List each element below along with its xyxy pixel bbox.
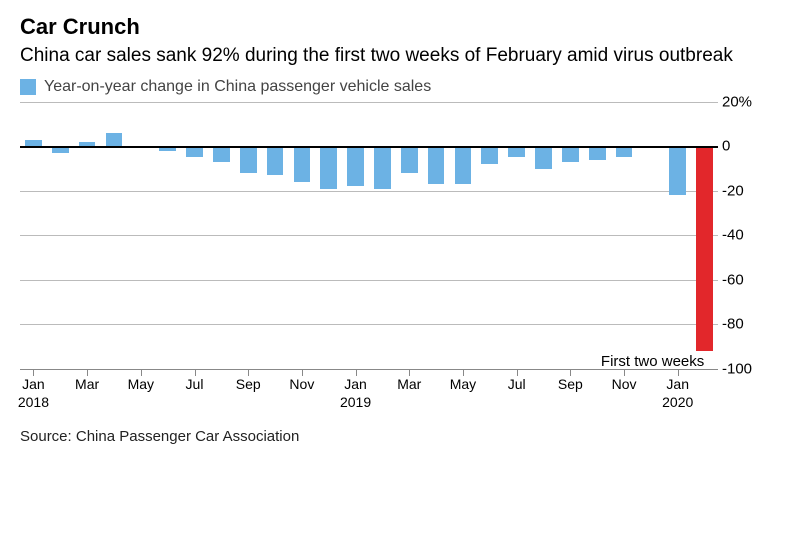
bar [508,146,525,157]
bar [535,146,552,168]
bar [294,146,311,182]
x-axis-label: Nov [289,376,314,392]
bar [320,146,337,188]
legend-swatch [20,79,36,95]
x-axis-label: May [128,376,154,392]
x-axis-label: Jan [22,376,45,392]
y-axis-label: -40 [722,227,776,244]
y-axis-label: 0 [722,138,776,155]
bar [481,146,498,164]
bar [347,146,364,186]
x-axis-label: Mar [75,376,99,392]
bar [213,146,230,162]
bar [696,146,713,351]
chart: -100-80-60-40-20020%First two weeks Jan 2… [20,102,780,422]
gridline [20,235,718,236]
bar [374,146,391,188]
y-axis-label: -80 [722,316,776,333]
x-axis-label: Nov [612,376,637,392]
x-axis-label: Jan [666,376,689,392]
bar [25,140,42,147]
legend: Year-on-year change in China passenger v… [20,78,780,96]
x-axis-year: 2020 [662,394,693,410]
x-axis-label: Jan [344,376,367,392]
gridline [20,324,718,325]
x-axis: Jan 2018 Mar May Jul Sep Nov Jan 2019 Mar May Jul Se… [20,370,718,422]
source-text: Source: China Passenger Car Association [20,428,780,445]
gridline [20,191,718,192]
x-axis-label: Sep [236,376,261,392]
x-axis-label: Sep [558,376,583,392]
x-axis-label: May [450,376,476,392]
y-axis-label: -20 [722,182,776,199]
bar [669,146,686,195]
bar [186,146,203,157]
zero-line [20,146,718,148]
x-axis-label: Mar [397,376,421,392]
x-axis-year: 2019 [340,394,371,410]
bar [401,146,418,173]
bar [267,146,284,175]
bar [589,146,606,159]
y-axis-label: 20% [722,93,776,110]
gridline [20,280,718,281]
x-axis-label: Jul [508,376,526,392]
bar [240,146,257,173]
bar [428,146,445,184]
bar [455,146,472,184]
bar [562,146,579,162]
bar [106,133,123,146]
legend-label: Year-on-year change in China passenger v… [44,78,431,96]
y-axis-label: -100 [722,360,776,377]
bar [616,146,633,157]
gridline [20,102,718,103]
chart-subtitle: China car sales sank 92% during the firs… [20,44,780,68]
annotation: First two weeks [601,353,704,370]
chart-title: Car Crunch [20,14,780,40]
x-axis-year: 2018 [18,394,49,410]
plot-area: -100-80-60-40-20020%First two weeks [20,102,718,370]
y-axis-label: -60 [722,271,776,288]
x-axis-label: Jul [186,376,204,392]
